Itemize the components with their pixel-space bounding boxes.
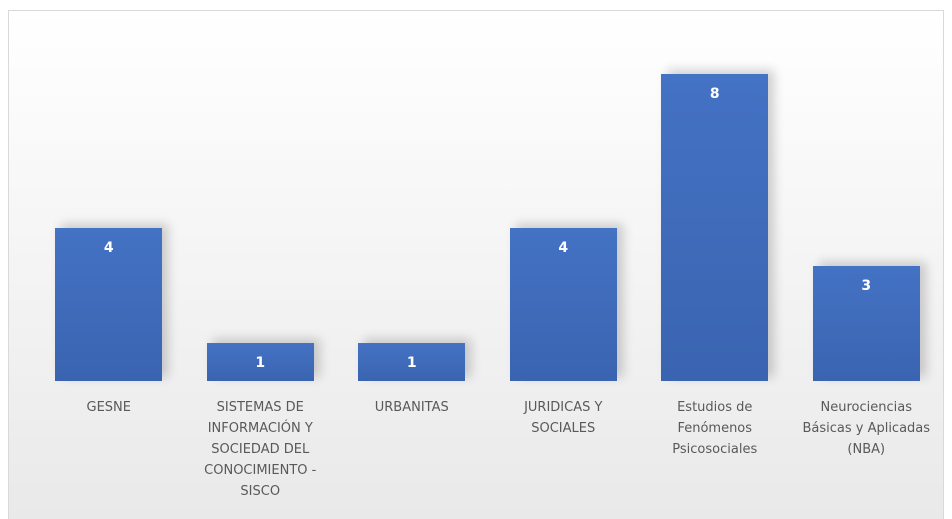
bar [358,342,466,381]
data-label: 1 [406,354,417,371]
bar [812,265,920,381]
bar [509,227,617,381]
data-label: 4 [103,239,114,256]
data-label: 1 [255,354,266,371]
category-label: SISTEMAS DE INFORMACIÓN Y SOCIEDAD DEL C… [204,400,317,499]
bar [206,342,314,381]
bar [661,74,769,381]
data-label: 3 [861,277,872,294]
bar [55,227,163,381]
category-label: Estudios de Fenómenos Psicosociales [672,400,758,457]
category-label: JURIDICAS Y SOCIALES [524,400,603,436]
category-label: URBANITAS [374,400,449,415]
data-label: 4 [558,239,569,256]
category-label: Neurociencias Básicas y Aplicadas (NBA) [802,400,931,457]
chart: 4 GESNE 1 SISTEMAS DE INFORMACIÓN Y SOCIEDA… [8,10,944,519]
category-label: GESNE [86,400,131,415]
data-label: 8 [709,86,720,102]
